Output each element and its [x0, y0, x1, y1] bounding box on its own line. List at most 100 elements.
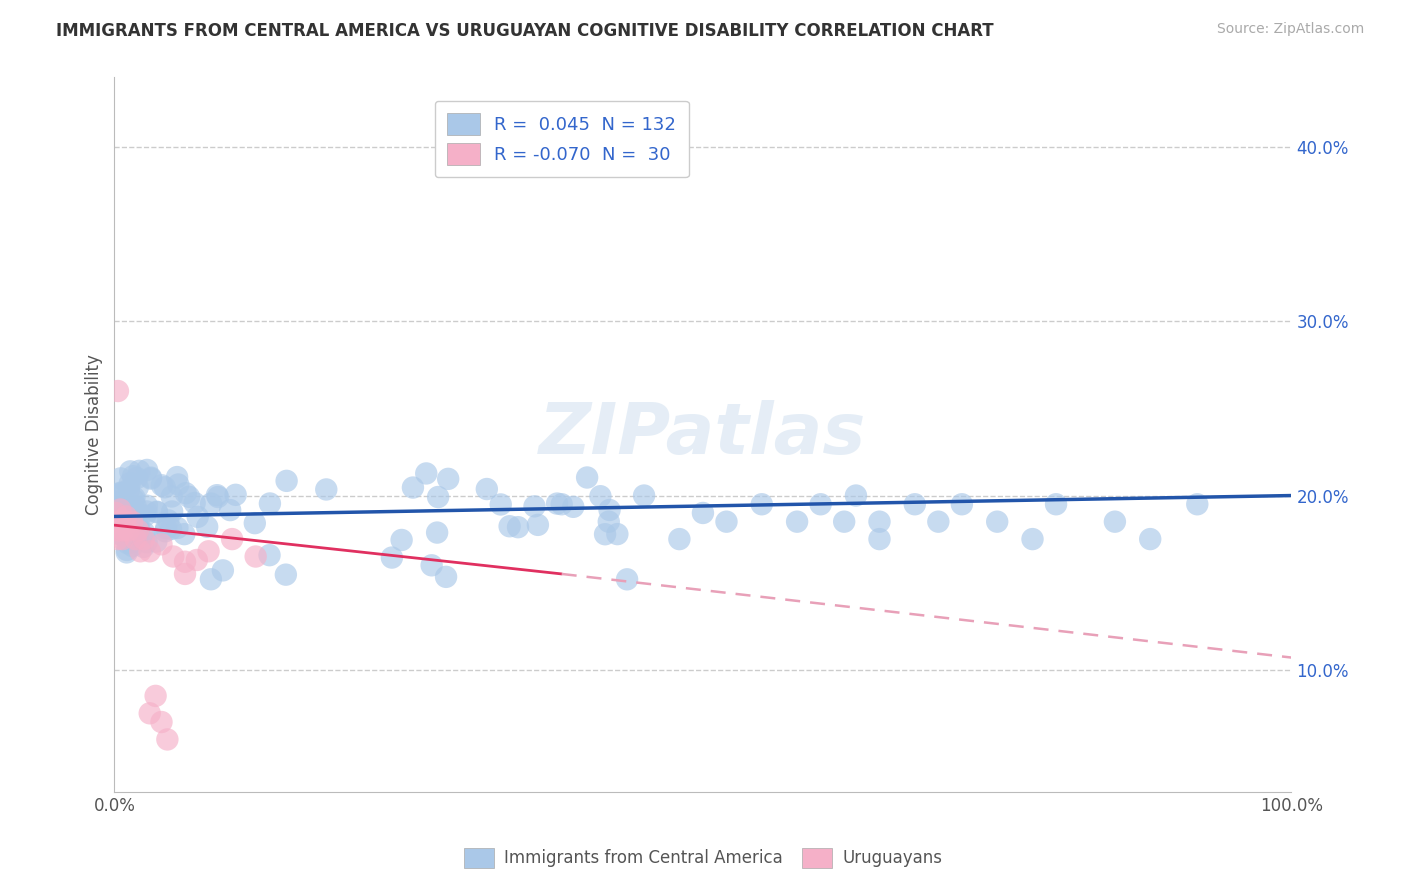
Point — [118, 505, 141, 519]
Point — [127, 520, 149, 534]
Point — [150, 714, 173, 729]
Point — [259, 496, 281, 510]
Point — [150, 478, 173, 492]
Point — [786, 515, 808, 529]
Point — [927, 515, 949, 529]
Text: Source: ZipAtlas.com: Source: ZipAtlas.com — [1216, 22, 1364, 37]
Point — [276, 474, 298, 488]
Point — [110, 502, 132, 516]
Point — [315, 483, 337, 497]
Point — [598, 515, 620, 529]
Point — [157, 513, 180, 527]
Point — [751, 497, 773, 511]
Point — [118, 476, 141, 491]
Point — [692, 506, 714, 520]
Point — [139, 471, 162, 485]
Point — [122, 492, 145, 507]
Text: ZIPatlas: ZIPatlas — [540, 401, 866, 469]
Point — [186, 553, 208, 567]
Point — [114, 505, 136, 519]
Point — [498, 519, 520, 533]
Point — [124, 499, 146, 513]
Point — [105, 501, 128, 516]
Point — [108, 504, 131, 518]
Point — [162, 549, 184, 564]
Point — [111, 532, 134, 546]
Point — [115, 497, 138, 511]
Point — [110, 515, 132, 529]
Point — [112, 524, 135, 538]
Point — [589, 489, 612, 503]
Point — [174, 566, 197, 581]
Point — [135, 499, 157, 513]
Point — [135, 535, 157, 549]
Point — [138, 544, 160, 558]
Point — [115, 545, 138, 559]
Point — [118, 503, 141, 517]
Point — [599, 503, 621, 517]
Point — [606, 527, 628, 541]
Point — [200, 497, 222, 511]
Point — [506, 520, 529, 534]
Point — [107, 532, 129, 546]
Point — [160, 490, 183, 504]
Point — [108, 524, 131, 538]
Point — [243, 516, 266, 530]
Point — [104, 506, 127, 520]
Point — [120, 535, 142, 549]
Point — [105, 515, 128, 529]
Point — [114, 516, 136, 531]
Point — [125, 471, 148, 485]
Point — [1104, 515, 1126, 529]
Point — [155, 521, 177, 535]
Point — [832, 515, 855, 529]
Point — [132, 532, 155, 546]
Point — [259, 548, 281, 562]
Point — [107, 384, 129, 398]
Point — [869, 515, 891, 529]
Point — [420, 558, 443, 573]
Point — [110, 471, 132, 485]
Point — [145, 505, 167, 519]
Point — [160, 504, 183, 518]
Point — [128, 507, 150, 521]
Point — [117, 500, 139, 514]
Point — [145, 534, 167, 549]
Point — [146, 505, 169, 519]
Point — [212, 563, 235, 577]
Point — [633, 489, 655, 503]
Point — [115, 509, 138, 524]
Point — [125, 517, 148, 532]
Point — [114, 515, 136, 529]
Point — [426, 525, 449, 540]
Point — [177, 490, 200, 504]
Point — [124, 532, 146, 546]
Point — [105, 516, 128, 531]
Point — [550, 497, 572, 511]
Point — [138, 706, 160, 721]
Point — [120, 499, 142, 513]
Point — [110, 513, 132, 527]
Point — [105, 526, 128, 541]
Point — [105, 511, 128, 525]
Point — [668, 532, 690, 546]
Point — [1045, 497, 1067, 511]
Point — [207, 490, 229, 504]
Point — [128, 464, 150, 478]
Point — [197, 544, 219, 558]
Point — [402, 481, 425, 495]
Point — [110, 485, 132, 500]
Point — [221, 532, 243, 546]
Point — [153, 480, 176, 494]
Point — [120, 508, 142, 522]
Point — [523, 500, 546, 514]
Point — [489, 498, 512, 512]
Point — [527, 517, 550, 532]
Point — [1187, 497, 1209, 511]
Point — [128, 513, 150, 527]
Text: IMMIGRANTS FROM CENTRAL AMERICA VS URUGUAYAN COGNITIVE DISABILITY CORRELATION CH: IMMIGRANTS FROM CENTRAL AMERICA VS URUGU… — [56, 22, 994, 40]
Point — [108, 494, 131, 508]
Point — [562, 500, 585, 514]
Legend: R =  0.045  N = 132, R = -0.070  N =  30: R = 0.045 N = 132, R = -0.070 N = 30 — [434, 101, 689, 178]
Point — [616, 572, 638, 586]
